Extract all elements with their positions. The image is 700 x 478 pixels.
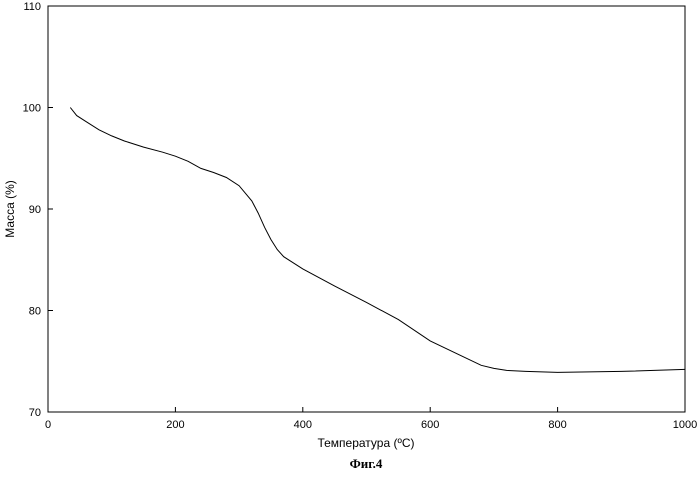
y-tick-label: 100 [23,103,41,115]
y-tick-label: 70 [29,407,41,419]
x-tick-label: 200 [166,419,184,431]
x-tick-label: 800 [548,419,566,431]
y-tick-label: 80 [29,306,41,318]
x-axis-label: Температура (ºC) [317,436,414,450]
x-tick-label: 400 [294,419,312,431]
plot-frame [48,6,685,412]
y-tick-label: 90 [29,204,41,216]
x-tick-label: 0 [45,419,51,431]
y-axis-label: Масса (%) [3,180,17,237]
y-tick-label: 110 [23,1,41,13]
figure-caption: Фиг.4 [350,456,383,471]
x-axis: 0 200 400 600 800 1000 [45,407,697,431]
mass-curve [70,108,685,373]
x-tick-label: 1000 [673,419,697,431]
x-tick-label: 600 [421,419,439,431]
